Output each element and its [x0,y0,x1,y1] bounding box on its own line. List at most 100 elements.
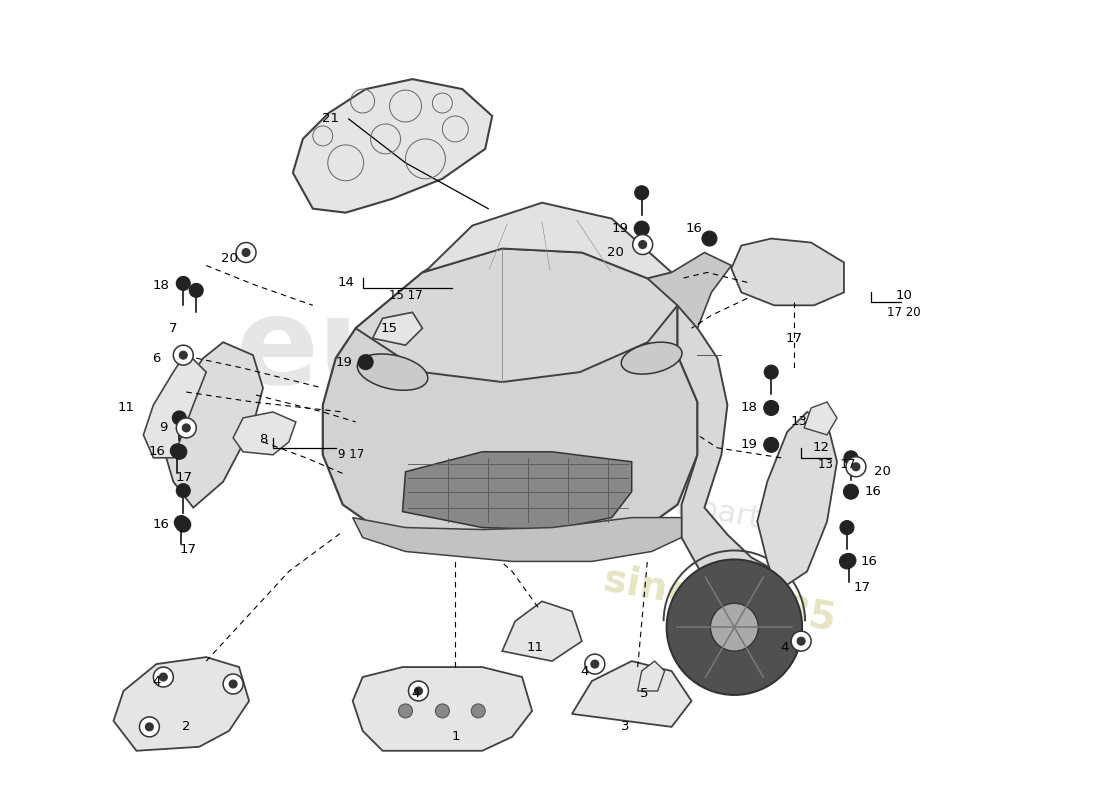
Text: 10: 10 [895,289,912,302]
Circle shape [639,241,647,249]
Text: 2: 2 [182,720,190,734]
Circle shape [471,704,485,718]
Circle shape [398,704,412,718]
Polygon shape [572,661,692,727]
Circle shape [172,444,187,459]
Polygon shape [757,412,837,591]
Text: 18: 18 [741,402,758,414]
Text: 16: 16 [860,555,878,568]
Circle shape [189,283,204,298]
Circle shape [764,365,778,379]
Polygon shape [163,342,263,508]
Circle shape [160,673,167,681]
Text: 11: 11 [527,641,543,654]
Text: 17: 17 [785,332,803,345]
Circle shape [711,603,758,651]
Polygon shape [403,452,631,530]
Text: 9: 9 [160,422,167,434]
Text: 12: 12 [813,442,829,454]
Text: 11: 11 [118,402,135,414]
Polygon shape [353,667,532,750]
Circle shape [436,704,450,718]
Circle shape [236,242,256,262]
Text: 8: 8 [258,434,267,446]
Text: parts: parts [397,394,644,505]
Text: eu: eu [235,292,406,409]
Text: 1: 1 [451,730,460,743]
Text: 19: 19 [741,438,758,451]
Text: 6: 6 [152,352,161,365]
Circle shape [415,687,422,695]
Circle shape [174,345,194,365]
Circle shape [173,411,186,425]
Text: 19: 19 [612,222,628,235]
Text: 7: 7 [169,322,177,334]
Text: 9 17: 9 17 [338,448,364,462]
Circle shape [229,680,238,688]
Text: 4: 4 [780,641,789,654]
Circle shape [359,354,373,370]
Polygon shape [732,238,844,306]
Text: 13  17: 13 17 [818,458,856,471]
Circle shape [174,515,188,530]
Text: 19: 19 [336,356,352,369]
Polygon shape [804,402,837,435]
Circle shape [176,418,196,438]
Text: 3: 3 [620,720,629,734]
Circle shape [179,351,187,359]
Circle shape [176,277,190,290]
Circle shape [844,484,858,499]
Circle shape [183,424,190,432]
Circle shape [667,559,802,695]
Circle shape [798,637,805,645]
Polygon shape [113,657,249,750]
Circle shape [176,517,190,532]
Text: passion for parts: passion for parts [521,463,779,536]
Circle shape [223,674,243,694]
Polygon shape [143,352,206,458]
Circle shape [591,660,598,668]
Text: 17: 17 [176,471,192,484]
Polygon shape [353,518,682,562]
Polygon shape [422,202,672,278]
Circle shape [242,249,250,257]
Circle shape [839,554,855,569]
Text: 16: 16 [148,446,166,458]
Polygon shape [503,602,582,661]
Circle shape [840,521,854,534]
Text: 15: 15 [381,322,397,334]
Text: 17: 17 [179,543,197,556]
Text: 4: 4 [152,674,161,687]
Circle shape [844,451,858,465]
Polygon shape [233,412,296,455]
Polygon shape [373,312,422,345]
Circle shape [791,631,811,651]
Circle shape [635,186,649,200]
Text: 4: 4 [411,687,420,701]
Text: 5: 5 [640,687,649,701]
Polygon shape [355,249,678,382]
Circle shape [170,444,185,458]
Polygon shape [678,306,788,627]
Circle shape [846,457,866,477]
Polygon shape [293,79,492,213]
Circle shape [585,654,605,674]
Text: 20: 20 [874,466,891,478]
Text: 18: 18 [153,279,169,292]
Text: 4: 4 [581,665,590,678]
Text: since 1985: since 1985 [601,560,838,638]
Circle shape [842,554,856,567]
Circle shape [153,667,174,687]
Text: 21: 21 [322,113,339,126]
Text: 16: 16 [153,518,169,531]
Circle shape [145,723,153,731]
Text: 17 20: 17 20 [887,306,921,319]
Circle shape [140,717,159,737]
Text: 20: 20 [607,246,624,259]
Text: 16: 16 [865,485,881,498]
Polygon shape [648,253,732,328]
Circle shape [702,231,717,246]
Polygon shape [638,661,664,691]
Circle shape [763,438,779,452]
Circle shape [408,681,428,701]
